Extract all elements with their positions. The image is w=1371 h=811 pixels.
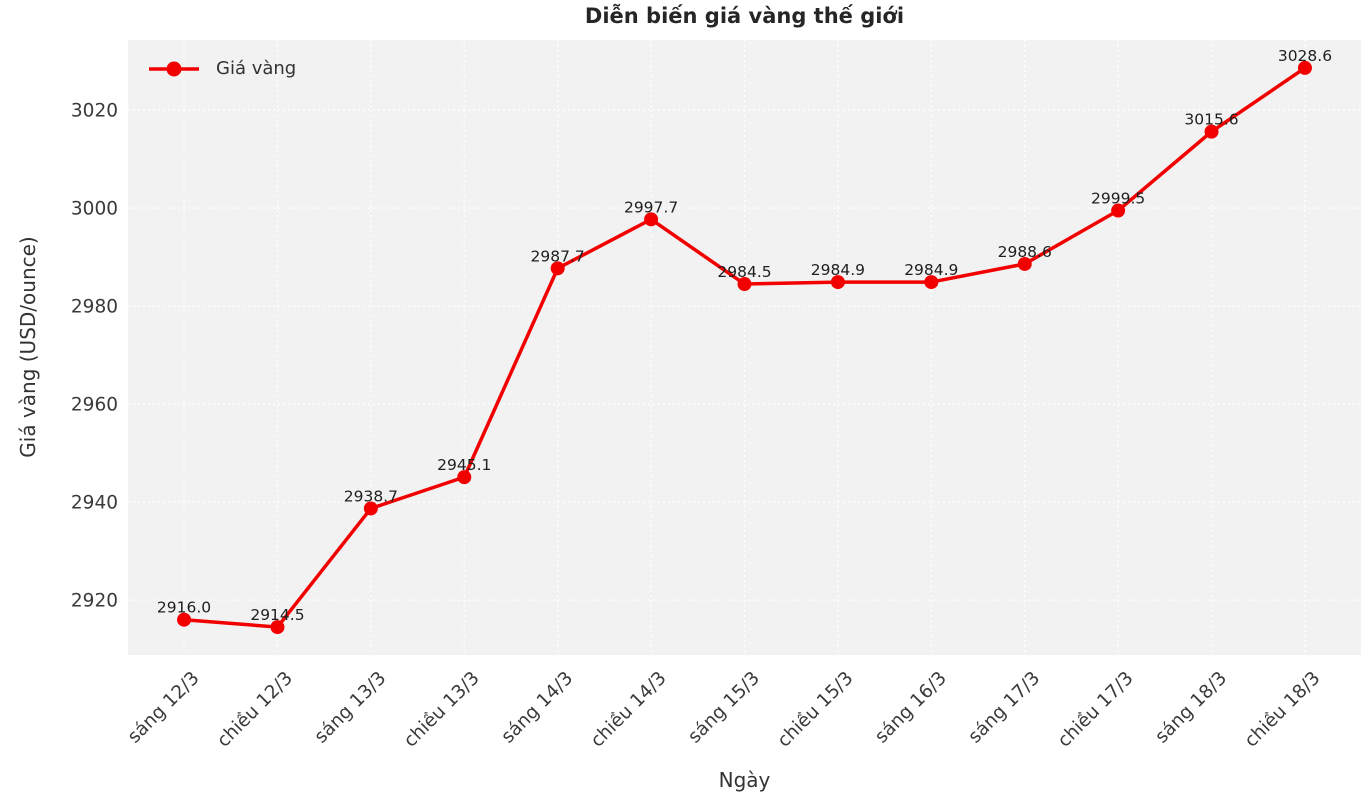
legend-line-icon [149,61,199,76]
data-point-label: 2945.1 [437,456,491,474]
y-axis-label: Giá vàng (USD/ounce) [16,236,40,458]
x-tick-label: chiều 18/3 [1241,668,1325,752]
data-point-label: 2997.7 [624,198,678,216]
data-point-label: 2916.0 [157,599,211,617]
data-point [1111,203,1126,218]
x-tick-label: chiều 12/3 [213,668,297,752]
data-point-label: 2988.6 [998,243,1052,261]
data-point [924,275,939,290]
x-tick-label: sáng 17/3 [964,668,1044,748]
y-tick-label: 3000 [71,199,118,220]
y-tick-label: 2960 [71,395,118,416]
chart-title: Diễn biến giá vàng thế giới [584,4,905,28]
data-point [1297,60,1312,75]
x-tick-label: chiều 13/3 [400,668,484,752]
data-point-label: 2984.9 [904,261,958,279]
y-tick-label: 2920 [71,591,118,612]
y-tick-label: 2980 [71,297,118,318]
plot-area [128,40,1361,655]
x-tick-label: chiều 17/3 [1054,668,1138,752]
data-point-label: 2999.5 [1091,190,1145,208]
x-tick-label: sáng 12/3 [124,668,204,748]
x-tick-label: sáng 15/3 [684,668,764,748]
data-point [457,470,472,485]
x-tick-label: sáng 14/3 [497,668,577,748]
data-point-label: 3028.6 [1278,47,1332,65]
x-tick-label: chiều 14/3 [587,668,671,752]
data-point [644,212,659,227]
x-tick-label: chiều 15/3 [774,668,858,752]
data-point-label: 3015.6 [1184,111,1238,129]
x-axis-label: Ngày [718,768,771,792]
data-point-label: 2914.5 [250,606,304,624]
data-point [270,620,285,635]
data-point [1017,256,1032,271]
data-point-label: 2984.9 [811,261,865,279]
data-point-label: 2987.7 [531,247,585,265]
data-point-label: 2984.5 [717,263,771,281]
data-point [177,612,192,627]
data-point [1204,124,1219,139]
legend: Giá vàng [146,58,296,79]
x-tick-label: sáng 18/3 [1151,668,1231,748]
x-tick-label: sáng 16/3 [871,668,951,748]
y-tick-label: 2940 [71,493,118,514]
data-point-label: 2938.7 [344,487,398,505]
legend-label: Giá vàng [216,58,297,79]
x-tick-label: sáng 13/3 [311,668,391,748]
y-tick-label: 3020 [71,101,118,122]
data-point [550,261,565,276]
data-point [737,277,752,292]
data-point [830,275,845,290]
data-point [363,501,378,516]
